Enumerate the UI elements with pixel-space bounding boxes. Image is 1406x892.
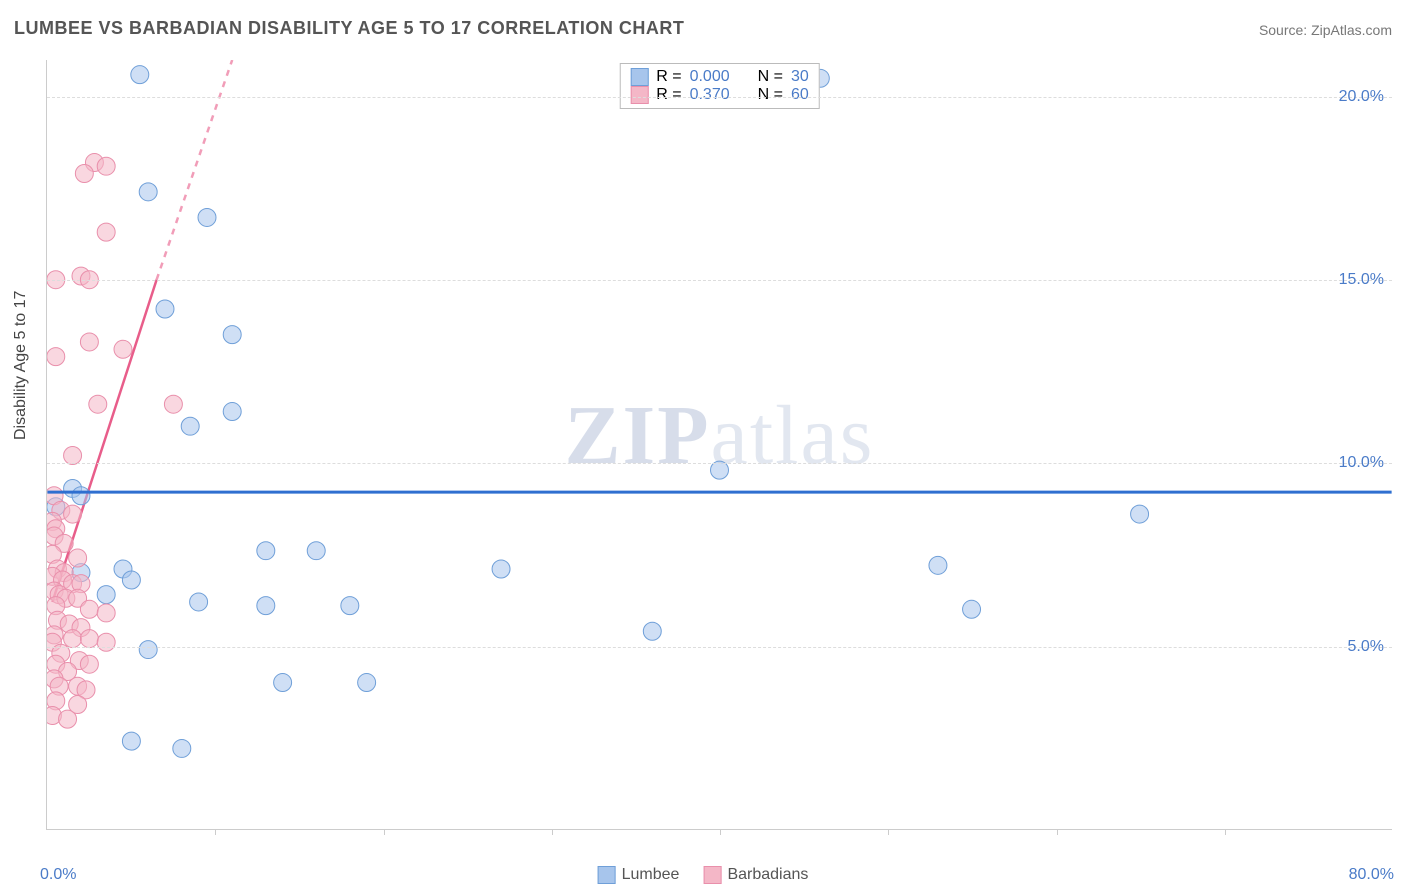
- y-tick-label: 20.0%: [1339, 88, 1384, 106]
- data-point: [173, 739, 191, 757]
- legend-r-label: R =: [656, 86, 681, 104]
- data-point: [47, 348, 65, 366]
- legend-row: R = 0.370 N = 60: [630, 86, 809, 104]
- data-point: [122, 571, 140, 589]
- data-point: [72, 487, 90, 505]
- data-point: [223, 403, 241, 421]
- x-tick: [888, 829, 889, 835]
- data-point: [89, 395, 107, 413]
- x-tick: [720, 829, 721, 835]
- data-point: [307, 542, 325, 560]
- data-point: [139, 641, 157, 659]
- data-point: [358, 674, 376, 692]
- legend-row: R = 0.000 N = 30: [630, 68, 809, 86]
- data-point: [97, 157, 115, 175]
- data-point: [80, 600, 98, 618]
- legend-series-label: Barbadians: [727, 866, 808, 884]
- data-point: [75, 165, 93, 183]
- legend-r-value: 0.370: [690, 86, 730, 104]
- gridline-h: [47, 280, 1392, 281]
- legend-swatch: [598, 866, 616, 884]
- data-point: [156, 300, 174, 318]
- data-point: [492, 560, 510, 578]
- data-point: [97, 633, 115, 651]
- data-point: [97, 223, 115, 241]
- data-point: [257, 597, 275, 615]
- y-tick-label: 15.0%: [1339, 271, 1384, 289]
- legend-n-label: N =: [758, 86, 783, 104]
- legend-item: Barbadians: [703, 866, 808, 884]
- data-point: [80, 655, 98, 673]
- data-point: [139, 183, 157, 201]
- data-point: [64, 505, 82, 523]
- data-point: [643, 622, 661, 640]
- data-point: [198, 208, 216, 226]
- x-tick: [215, 829, 216, 835]
- chart-svg: [47, 60, 1392, 829]
- plot-area: ZIPatlas R = 0.000 N = 30 R = 0.370 N = …: [46, 60, 1392, 830]
- x-axis-min-label: 0.0%: [40, 866, 76, 884]
- data-point: [1131, 505, 1149, 523]
- y-tick-label: 10.0%: [1339, 454, 1384, 472]
- y-axis-label: Disability Age 5 to 17: [12, 291, 30, 440]
- data-point: [274, 674, 292, 692]
- data-point: [341, 597, 359, 615]
- gridline-h: [47, 463, 1392, 464]
- data-point: [963, 600, 981, 618]
- data-point: [80, 333, 98, 351]
- data-point: [69, 549, 87, 567]
- x-tick: [1225, 829, 1226, 835]
- legend-r-value: 0.000: [690, 68, 730, 86]
- y-tick-label: 5.0%: [1348, 638, 1384, 656]
- data-point: [114, 340, 132, 358]
- x-tick: [552, 829, 553, 835]
- data-point: [97, 586, 115, 604]
- legend-series-label: Lumbee: [622, 866, 680, 884]
- data-point: [59, 710, 77, 728]
- data-point: [223, 326, 241, 344]
- x-axis-max-label: 80.0%: [1349, 866, 1394, 884]
- data-point: [190, 593, 208, 611]
- legend-n-label: N =: [758, 68, 783, 86]
- data-point: [64, 446, 82, 464]
- data-point: [164, 395, 182, 413]
- legend-item: Lumbee: [598, 866, 680, 884]
- data-point: [122, 732, 140, 750]
- source-label: Source: ZipAtlas.com: [1259, 22, 1392, 38]
- data-point: [97, 604, 115, 622]
- data-point: [80, 630, 98, 648]
- legend-swatch: [630, 68, 648, 86]
- legend-correlation: R = 0.000 N = 30 R = 0.370 N = 60: [619, 63, 820, 109]
- data-point: [64, 630, 82, 648]
- chart-title: LUMBEE VS BARBADIAN DISABILITY AGE 5 TO …: [14, 18, 684, 39]
- legend-series: Lumbee Barbadians: [598, 866, 809, 884]
- x-tick: [1057, 829, 1058, 835]
- data-point: [131, 66, 149, 84]
- data-point: [181, 417, 199, 435]
- legend-swatch: [703, 866, 721, 884]
- legend-n-value: 60: [791, 86, 809, 104]
- data-point: [257, 542, 275, 560]
- gridline-h: [47, 97, 1392, 98]
- gridline-h: [47, 647, 1392, 648]
- legend-swatch: [630, 86, 648, 104]
- x-tick: [384, 829, 385, 835]
- legend-r-label: R =: [656, 68, 681, 86]
- legend-n-value: 30: [791, 68, 809, 86]
- data-point: [929, 556, 947, 574]
